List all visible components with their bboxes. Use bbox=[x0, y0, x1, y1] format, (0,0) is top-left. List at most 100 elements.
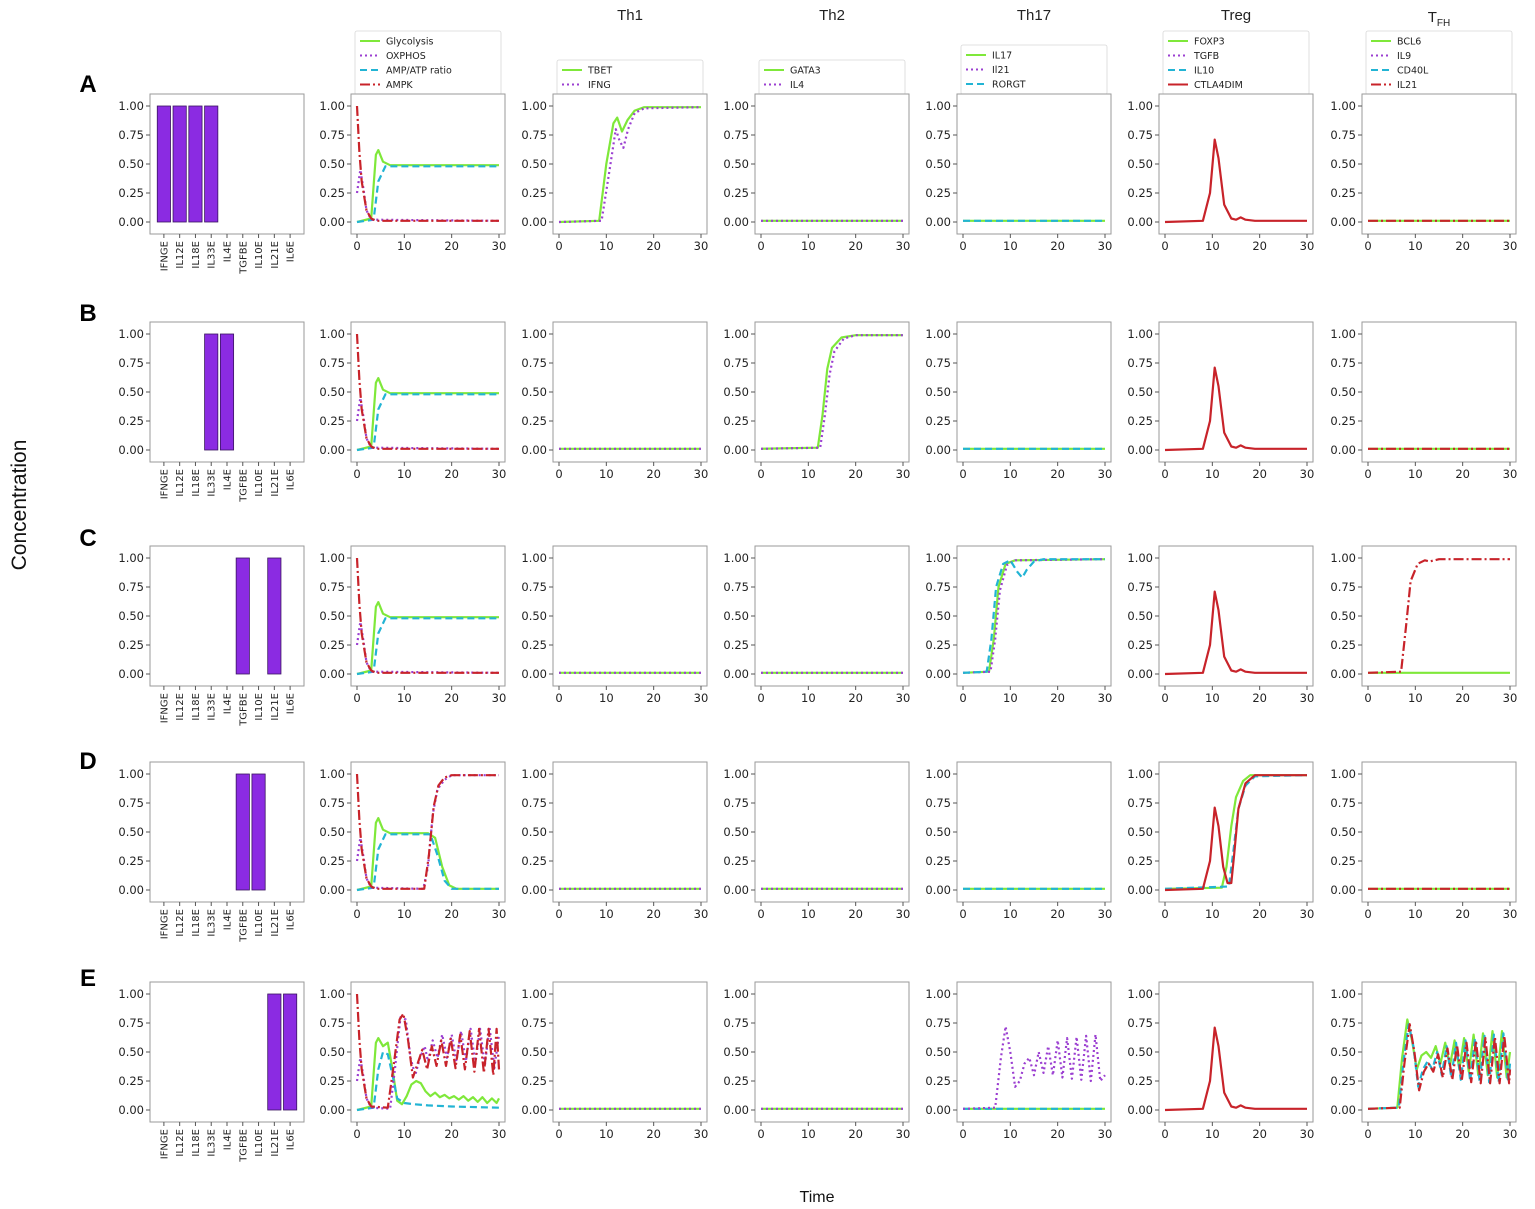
bar-label-IL6E: IL6E bbox=[286, 241, 297, 262]
x-tick-label: 30 bbox=[1098, 1127, 1113, 1141]
y-tick-label: 0.25 bbox=[521, 638, 547, 652]
x-tick-label: 30 bbox=[1300, 239, 1315, 253]
y-tick-label: 0.50 bbox=[319, 157, 345, 171]
y-tick-label: 1.00 bbox=[319, 99, 345, 113]
y-tick-label: 0.50 bbox=[1330, 825, 1356, 839]
x-tick-label: 30 bbox=[1300, 1127, 1315, 1141]
y-tick-label: 0.50 bbox=[118, 609, 144, 623]
plot-frame bbox=[956, 981, 1112, 1123]
y-tick-label: 1.00 bbox=[1330, 99, 1356, 113]
bar-IL18E bbox=[188, 105, 203, 223]
y-tick-label: 0.00 bbox=[1127, 215, 1153, 229]
bar-label-IL6E: IL6E bbox=[286, 1129, 297, 1150]
bar-label-IL21E: IL21E bbox=[270, 1129, 281, 1157]
y-tick-label: 0.25 bbox=[118, 414, 144, 428]
y-tick-label: 0.25 bbox=[925, 638, 951, 652]
plot-frame bbox=[754, 93, 910, 235]
y-tick-label: 0.75 bbox=[521, 356, 547, 370]
y-tick-label: 0.50 bbox=[1330, 1045, 1356, 1059]
y-tick-label: 0.25 bbox=[319, 186, 345, 200]
x-tick-label: 10 bbox=[1205, 239, 1220, 253]
series-line-2 bbox=[355, 396, 500, 450]
y-tick-label: 0.00 bbox=[118, 667, 144, 681]
y-tick-label: 1.00 bbox=[1330, 987, 1356, 1001]
y-tick-label: 0.00 bbox=[521, 215, 547, 229]
y-tick-label: 0.75 bbox=[1330, 128, 1356, 142]
plot-frame bbox=[1361, 321, 1517, 463]
x-tick-label: 10 bbox=[801, 239, 816, 253]
x-tick-label: 10 bbox=[599, 1127, 614, 1141]
x-tick-label: 30 bbox=[1098, 239, 1113, 253]
x-tick-label: 30 bbox=[1503, 239, 1518, 253]
y-tick-label: 0.00 bbox=[521, 443, 547, 457]
x-tick-label: 10 bbox=[1003, 907, 1018, 921]
bar-label-IFNGE: IFNGE bbox=[159, 469, 170, 499]
bar-label-IL18E: IL18E bbox=[191, 469, 202, 497]
x-tick-label: 0 bbox=[757, 691, 764, 705]
y-tick-label: 0.75 bbox=[521, 796, 547, 810]
x-tick-label: 30 bbox=[1098, 467, 1113, 481]
panel-B-metabolism: 0.00 0.25 0.50 0.75 1.00 0 10 20 30 bbox=[319, 321, 506, 481]
x-tick-label: 30 bbox=[694, 691, 709, 705]
plot-frame bbox=[1158, 321, 1314, 463]
plot-frame bbox=[754, 321, 910, 463]
y-tick-label: 0.25 bbox=[925, 414, 951, 428]
x-tick-label: 10 bbox=[397, 691, 412, 705]
bar-label-IL18E: IL18E bbox=[191, 693, 202, 721]
series-line-0 bbox=[760, 334, 903, 450]
x-tick-label: 0 bbox=[959, 467, 966, 481]
column-title-treg: Treg bbox=[1221, 7, 1251, 24]
plot-frame bbox=[149, 761, 305, 903]
bar-label-IL12E: IL12E bbox=[175, 241, 186, 269]
bar-label-IL18E: IL18E bbox=[191, 909, 202, 937]
series-line-3 bbox=[355, 773, 499, 890]
y-tick-label: 0.00 bbox=[1127, 667, 1153, 681]
bar-label-IL6E: IL6E bbox=[286, 693, 297, 714]
legend-label-metabolism-0: Glycolysis bbox=[386, 37, 434, 48]
y-tick-label: 0.50 bbox=[723, 609, 749, 623]
y-tick-label: 0.00 bbox=[319, 883, 345, 897]
y-tick-label: 0.50 bbox=[1127, 609, 1153, 623]
y-tick-label: 0.25 bbox=[521, 186, 547, 200]
series-line-2 bbox=[962, 558, 1105, 674]
plot-frame bbox=[956, 761, 1112, 903]
y-tick-label: 0.25 bbox=[723, 186, 749, 200]
bar-label-IL21E: IL21E bbox=[270, 469, 281, 497]
x-tick-label: 20 bbox=[1455, 907, 1470, 921]
y-tick-label: 0.75 bbox=[118, 580, 144, 594]
y-tick-label: 0.50 bbox=[118, 825, 144, 839]
y-tick-label: 0.50 bbox=[521, 1045, 547, 1059]
y-tick-label: 0.75 bbox=[521, 1016, 547, 1030]
bar-IL21E bbox=[267, 993, 282, 1111]
y-tick-label: 1.00 bbox=[925, 767, 951, 781]
legend-label-th1-0: TBET bbox=[587, 66, 612, 77]
legend-label-tfh-2: CD40L bbox=[1397, 66, 1429, 77]
bar-IL12E bbox=[172, 105, 187, 223]
y-tick-label: 0.25 bbox=[925, 186, 951, 200]
y-tick-label: 1.00 bbox=[723, 987, 749, 1001]
x-tick-label: 20 bbox=[444, 1127, 459, 1141]
y-tick-label: 0.50 bbox=[1330, 609, 1356, 623]
legends: Glycolysis OXPHOS AMP/ATP ratio AMPK TBET IFN… bbox=[354, 30, 1513, 96]
y-tick-label: 1.00 bbox=[1330, 327, 1356, 341]
y-tick-label: 0.75 bbox=[925, 580, 951, 594]
y-tick-label: 1.00 bbox=[118, 987, 144, 1001]
panel-D-th1: 0.00 0.25 0.50 0.75 1.00 0 10 20 30 bbox=[521, 761, 708, 921]
plot-frame bbox=[956, 321, 1112, 463]
series-line-2 bbox=[355, 774, 499, 890]
x-tick-label: 30 bbox=[492, 691, 507, 705]
y-tick-label: 0.00 bbox=[723, 215, 749, 229]
y-tick-label: 1.00 bbox=[723, 327, 749, 341]
x-tick-label: 20 bbox=[1252, 1127, 1267, 1141]
series-line-0 bbox=[356, 1037, 500, 1112]
panel-A-metabolism: 0.00 0.25 0.50 0.75 1.00 0 10 20 30 bbox=[319, 93, 506, 253]
y-tick-label: 1.00 bbox=[118, 551, 144, 565]
x-tick-label: 30 bbox=[896, 1127, 911, 1141]
bar-label-IL12E: IL12E bbox=[175, 693, 186, 721]
x-tick-label: 20 bbox=[646, 467, 661, 481]
x-tick-label: 0 bbox=[555, 1127, 562, 1141]
panel-C-th1: 0.00 0.25 0.50 0.75 1.00 0 10 20 30 bbox=[521, 545, 709, 705]
y-tick-label: 0.25 bbox=[723, 1074, 749, 1088]
x-tick-label: 10 bbox=[1408, 1127, 1423, 1141]
legend-label-th17-0: IL17 bbox=[992, 51, 1012, 62]
